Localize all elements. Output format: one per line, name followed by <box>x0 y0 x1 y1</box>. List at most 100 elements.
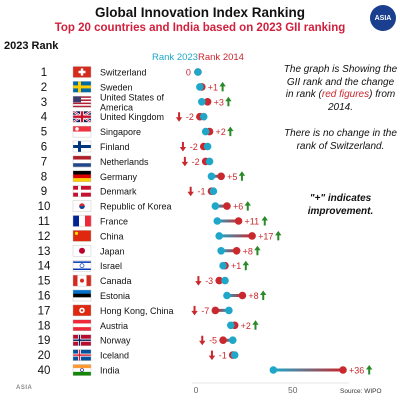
country-label: France <box>100 217 128 227</box>
gb-flag-icon <box>72 110 92 124</box>
country-label-line: United States of <box>100 92 165 102</box>
flag-border <box>72 274 92 287</box>
rank-2023-point <box>199 112 208 121</box>
rank-2023-point <box>221 276 229 285</box>
us-flag-icon <box>72 96 92 108</box>
chart-row: 17 Hong Kong, China -7 <box>38 304 233 317</box>
flag-part <box>73 174 91 179</box>
rank-label: 20 <box>38 350 51 362</box>
flag-part <box>73 99 91 102</box>
jp-flag-icon <box>72 245 92 257</box>
flag-part <box>73 131 91 138</box>
rank-2023-point <box>228 336 237 345</box>
change-label: -3 <box>205 276 213 286</box>
flag-part <box>73 290 91 294</box>
up-arrow-icon <box>275 230 282 241</box>
flag-part <box>73 189 91 193</box>
down-arrow-icon <box>187 186 194 197</box>
change-label: -2 <box>192 157 200 167</box>
rank-2023-point <box>219 261 227 270</box>
se-flag-icon <box>72 81 92 93</box>
country-label-line: Denmark <box>100 187 137 197</box>
country-label: Estonia <box>100 291 130 301</box>
rank-2014-point <box>219 336 227 345</box>
ee-flag-icon <box>72 289 92 302</box>
flag-part <box>79 263 85 269</box>
is-flag-icon <box>72 349 92 361</box>
rank-label: 18 <box>38 320 51 332</box>
rank-2014-point <box>215 276 224 285</box>
at-flag-icon <box>72 319 92 331</box>
down-arrow-icon <box>195 276 202 286</box>
dk-flag-icon <box>72 185 92 197</box>
flag-border <box>72 110 92 123</box>
chart-row: 5 Singapore +2 <box>41 125 234 139</box>
change-label: 0 <box>186 68 191 78</box>
country-label-line: Estonia <box>100 291 130 301</box>
rank-2014-point <box>211 306 220 315</box>
flag-part <box>73 275 78 287</box>
in-flag-icon <box>72 364 92 376</box>
asia-logo-badge: ASIA <box>370 5 396 31</box>
flag-part <box>73 170 91 175</box>
note-text-b: ) from 2014. <box>327 89 396 113</box>
flag-part <box>73 96 81 103</box>
rank-2023-point <box>213 217 222 225</box>
chart-row: 8 Germany +5 <box>41 170 246 183</box>
down-arrow-icon <box>191 305 198 316</box>
flag-border <box>72 155 92 168</box>
il-flag-icon <box>72 260 92 272</box>
chart-row: 1 Switzerland 0 <box>41 66 202 79</box>
flag-border <box>72 334 92 346</box>
up-arrow-icon <box>238 171 246 181</box>
rank-label: 3 <box>41 97 47 109</box>
flag-part <box>73 339 91 341</box>
sg-flag-icon <box>72 125 92 138</box>
flag-part <box>73 101 91 103</box>
change-label: +6 <box>233 202 243 212</box>
country-label: Canada <box>100 276 132 286</box>
country-label: Denmark <box>100 187 137 197</box>
up-arrow-icon <box>366 365 373 375</box>
note-text-red: red figures <box>321 89 370 100</box>
rank-2023-point <box>201 127 210 136</box>
change-label: -7 <box>201 306 209 316</box>
rank-2023-point <box>217 247 225 255</box>
flag-part <box>80 309 84 312</box>
country-label: Norway <box>100 336 131 346</box>
country-label: Sweden <box>100 82 133 92</box>
country-label-line: Netherlands <box>100 157 149 167</box>
flag-part <box>73 97 91 100</box>
country-label-line: Singapore <box>100 127 141 137</box>
chart-row: 14 Israel +1 <box>38 260 250 273</box>
chart-row: 20 Iceland -1 <box>38 349 239 362</box>
flag-border <box>72 245 92 257</box>
change-label: +11 <box>245 217 260 227</box>
flag-part <box>73 159 91 164</box>
flag-part <box>86 275 92 287</box>
flag-part <box>73 115 91 118</box>
change-label: -1 <box>197 187 205 197</box>
flag-part <box>73 260 91 272</box>
flag-part <box>79 247 85 254</box>
x-tick-label: 0 <box>194 385 199 395</box>
country-label-line: America <box>100 102 133 112</box>
rank-2023-point <box>223 291 231 300</box>
country-label-line: France <box>100 217 128 227</box>
flag-part <box>79 206 85 209</box>
rank-label: 14 <box>38 261 51 273</box>
x-tick-label: 50 <box>288 385 298 395</box>
rank-label: 9 <box>41 186 47 198</box>
rank-2023-point <box>207 172 216 181</box>
flag-part <box>73 102 91 105</box>
flag-part <box>73 319 91 324</box>
rank-2023-point <box>194 68 202 76</box>
flag-part <box>73 145 91 148</box>
flag-part <box>73 293 91 298</box>
chart-row: 40 India +36 <box>38 364 373 377</box>
country-label-line: China <box>100 231 124 241</box>
flag-part <box>80 368 84 372</box>
flag-border <box>72 319 92 331</box>
flag-border <box>72 66 92 78</box>
